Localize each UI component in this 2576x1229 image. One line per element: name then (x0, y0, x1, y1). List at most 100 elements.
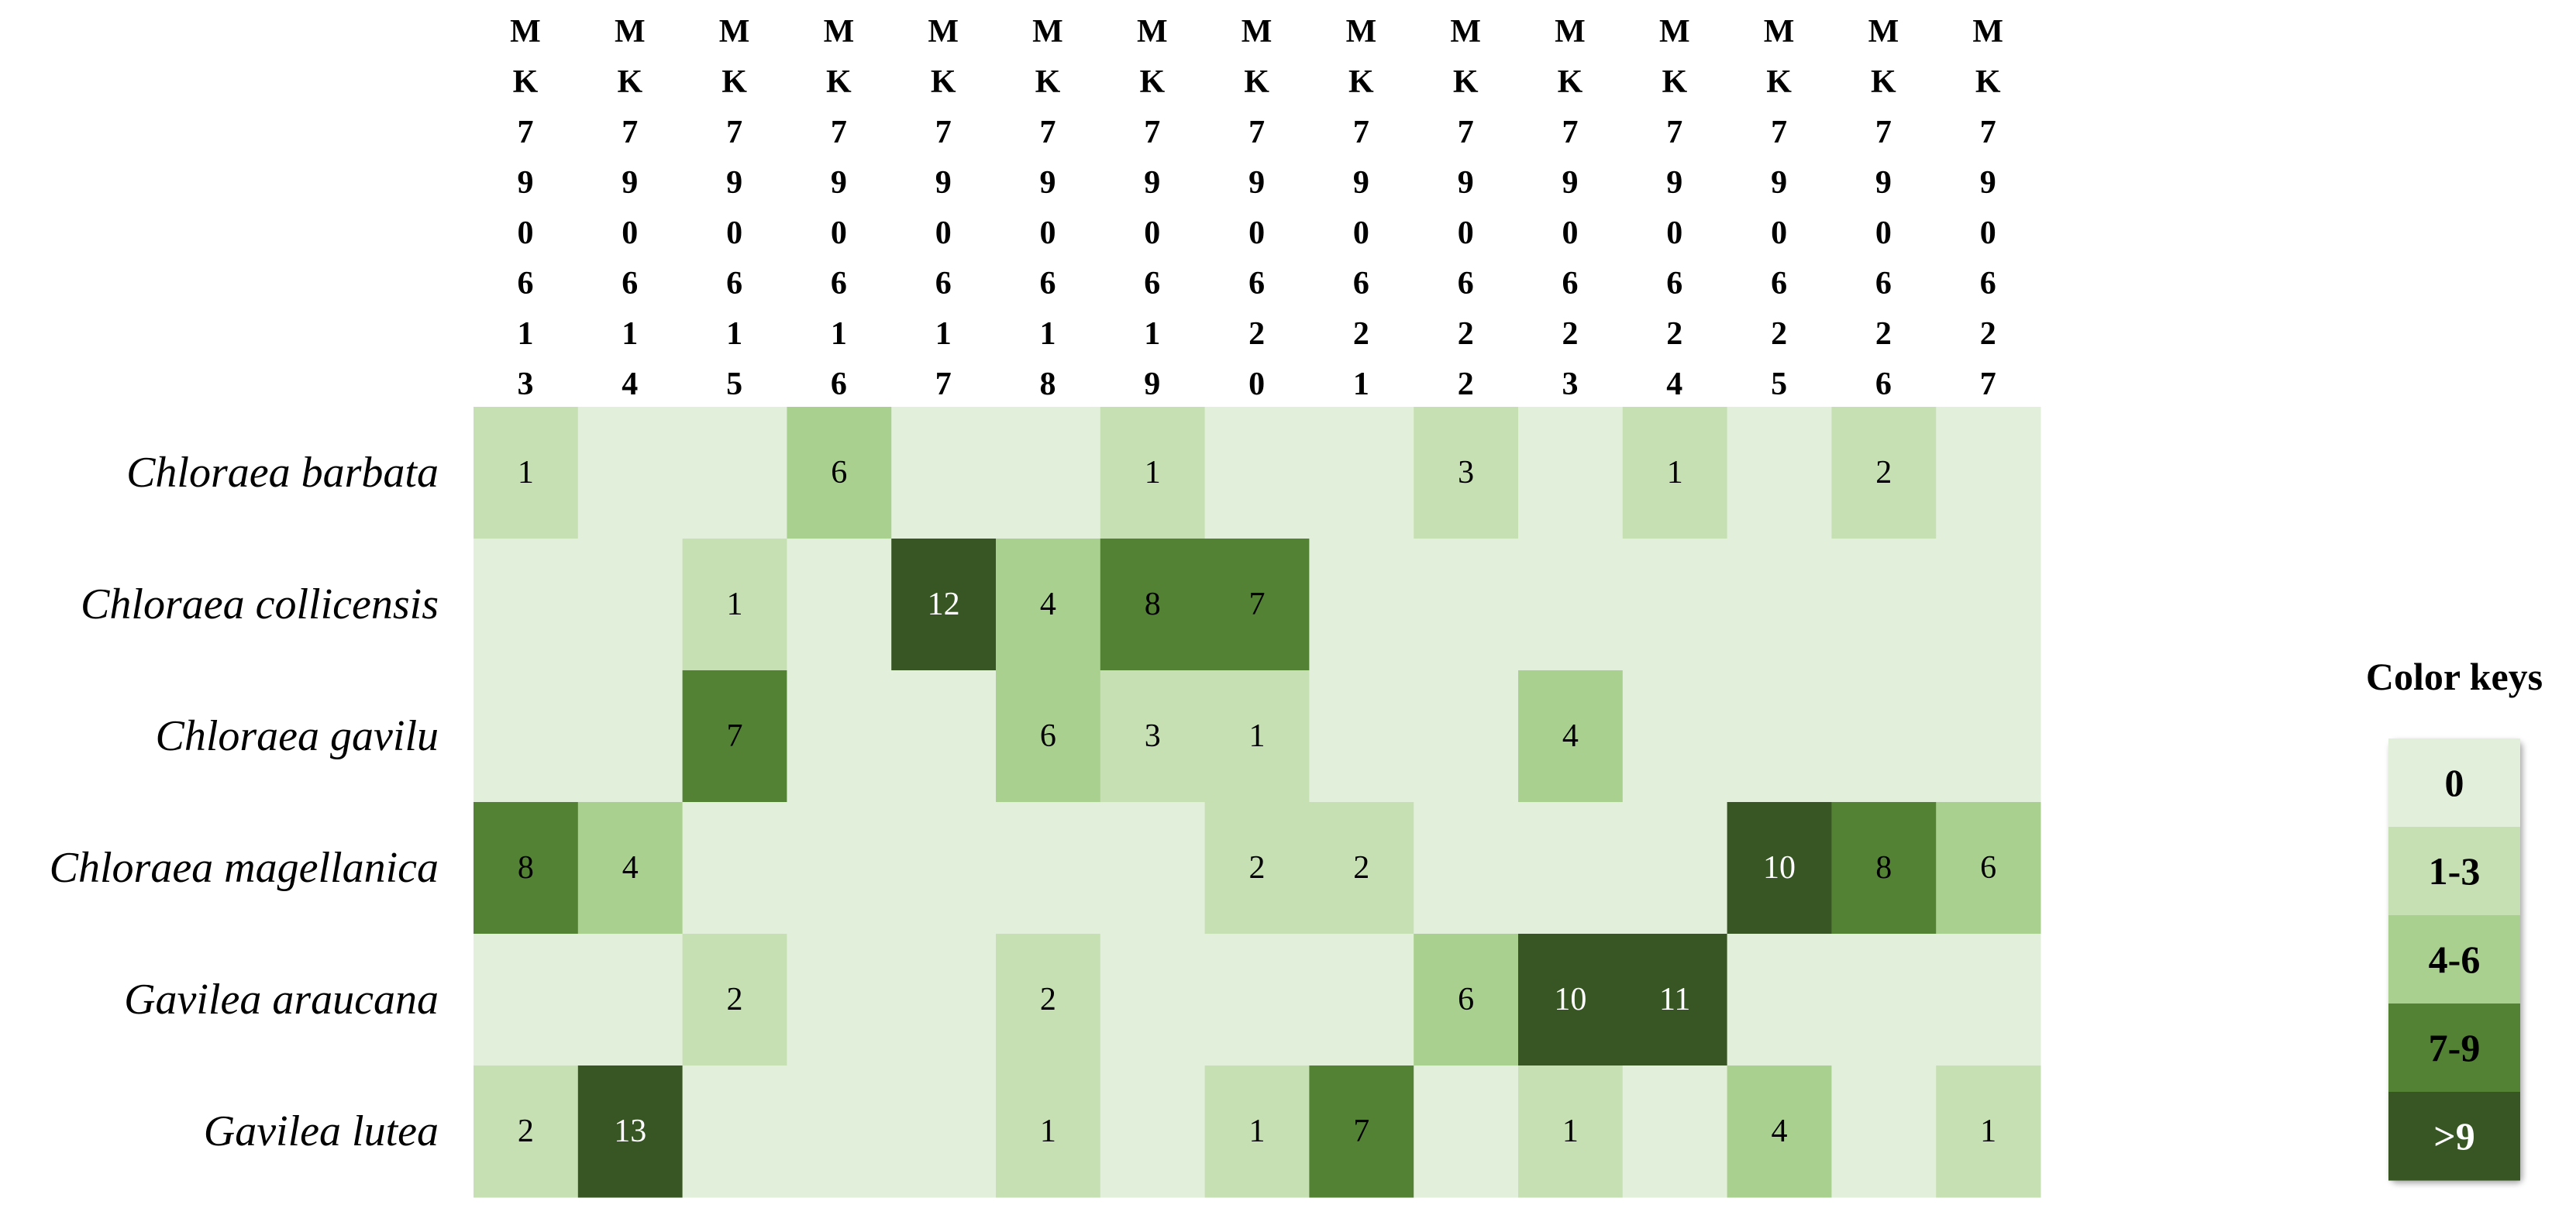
cell (1936, 802, 2041, 935)
cell (1100, 670, 1206, 803)
column-label: MK790621 (1343, 14, 1379, 417)
cell (891, 407, 997, 539)
cell (1518, 802, 1624, 935)
cell-value: 8 (518, 850, 534, 886)
cell-value: 4 (1772, 1114, 1788, 1149)
cell (1100, 802, 1206, 935)
cell (682, 539, 787, 671)
cell (1518, 539, 1624, 671)
cell (1309, 670, 1414, 803)
cell-value: 1 (1562, 1114, 1579, 1149)
cell (787, 670, 892, 803)
cell-value: 2 (1353, 850, 1369, 886)
cell (1727, 802, 1832, 935)
column-label: MK790613 (508, 14, 543, 417)
cell (682, 407, 787, 539)
column-label: MK790620 (1238, 14, 1275, 417)
cell (1727, 934, 1832, 1066)
cell (1622, 670, 1728, 803)
cell (1100, 934, 1206, 1066)
cell (1204, 407, 1310, 539)
cell (1414, 670, 1519, 803)
cell (1518, 934, 1624, 1066)
cell (1414, 407, 1519, 539)
cell-value: 7 (727, 718, 743, 754)
cell (474, 407, 579, 539)
cell (1727, 407, 1832, 539)
cell (891, 802, 997, 935)
column-label: MK790627 (1970, 14, 2006, 417)
cell (1936, 407, 2041, 539)
cell (787, 1065, 892, 1198)
cell (1309, 934, 1414, 1066)
cell (1831, 802, 1937, 935)
cell (1936, 1065, 2041, 1198)
column-label: MK790623 (1552, 14, 1588, 417)
legend-swatch (2388, 915, 2520, 1004)
cell (787, 539, 892, 671)
legend-label: 7-9 (2429, 1026, 2481, 1069)
cell (787, 934, 892, 1066)
cell-value: 1 (1249, 718, 1266, 754)
cell (787, 802, 892, 935)
row-label: Chloraea gavilu (155, 712, 439, 760)
cell (1309, 802, 1414, 935)
cell (682, 802, 787, 935)
cell-value: 7 (1249, 587, 1266, 622)
cell (1727, 1065, 1832, 1198)
cell (577, 670, 684, 803)
cell-value: 2 (1249, 850, 1266, 886)
cell (682, 934, 787, 1066)
cell (996, 934, 1101, 1066)
cell (996, 670, 1101, 803)
row-label: Chloraea collicensis (81, 580, 439, 628)
column-label: MK790624 (1656, 14, 1693, 417)
cell (474, 670, 579, 803)
cell (1936, 539, 2041, 671)
cell (1414, 934, 1519, 1066)
cell (682, 670, 787, 803)
column-label: MK790625 (1761, 14, 1797, 417)
cell (1204, 670, 1310, 803)
cell (1414, 1065, 1519, 1198)
cell (1727, 670, 1832, 803)
cell (1204, 539, 1310, 671)
cell (1622, 1065, 1728, 1198)
legend-swatch (2388, 1004, 2520, 1093)
cell (996, 407, 1101, 539)
cell (1100, 407, 1206, 539)
column-label: MK790618 (1030, 14, 1066, 417)
legend-swatch (2388, 1092, 2520, 1181)
cell (1518, 670, 1624, 803)
cell (474, 802, 579, 935)
cell (1309, 1065, 1414, 1198)
cell-value: 11 (1659, 982, 1690, 1017)
row-label: Chloraea barbata (126, 449, 439, 497)
cell (1831, 1065, 1937, 1198)
cell (996, 802, 1101, 935)
cell-value: 2 (727, 982, 743, 1017)
column-label: MK790616 (821, 14, 857, 417)
cell-value: 3 (1145, 718, 1161, 754)
cell-value: 8 (1145, 587, 1161, 622)
cell (577, 407, 684, 539)
cell (1622, 802, 1728, 935)
cell (1831, 670, 1937, 803)
legend-label: 4-6 (2429, 938, 2481, 981)
cell (996, 1065, 1101, 1198)
legend-label: 1-3 (2429, 849, 2481, 893)
cell (1518, 1065, 1624, 1198)
cell (577, 1065, 684, 1198)
cell (891, 934, 997, 1066)
cell (891, 539, 997, 671)
cell-value: 1 (1980, 1114, 1996, 1149)
cell (1309, 407, 1414, 539)
cell-value: 1 (1249, 1114, 1266, 1149)
cell (577, 802, 684, 935)
cell-value: 4 (622, 850, 639, 886)
cell (891, 670, 997, 803)
cell-value: 6 (1458, 982, 1474, 1017)
cell-value: 1 (1667, 455, 1683, 491)
column-label: MK790622 (1448, 14, 1484, 417)
